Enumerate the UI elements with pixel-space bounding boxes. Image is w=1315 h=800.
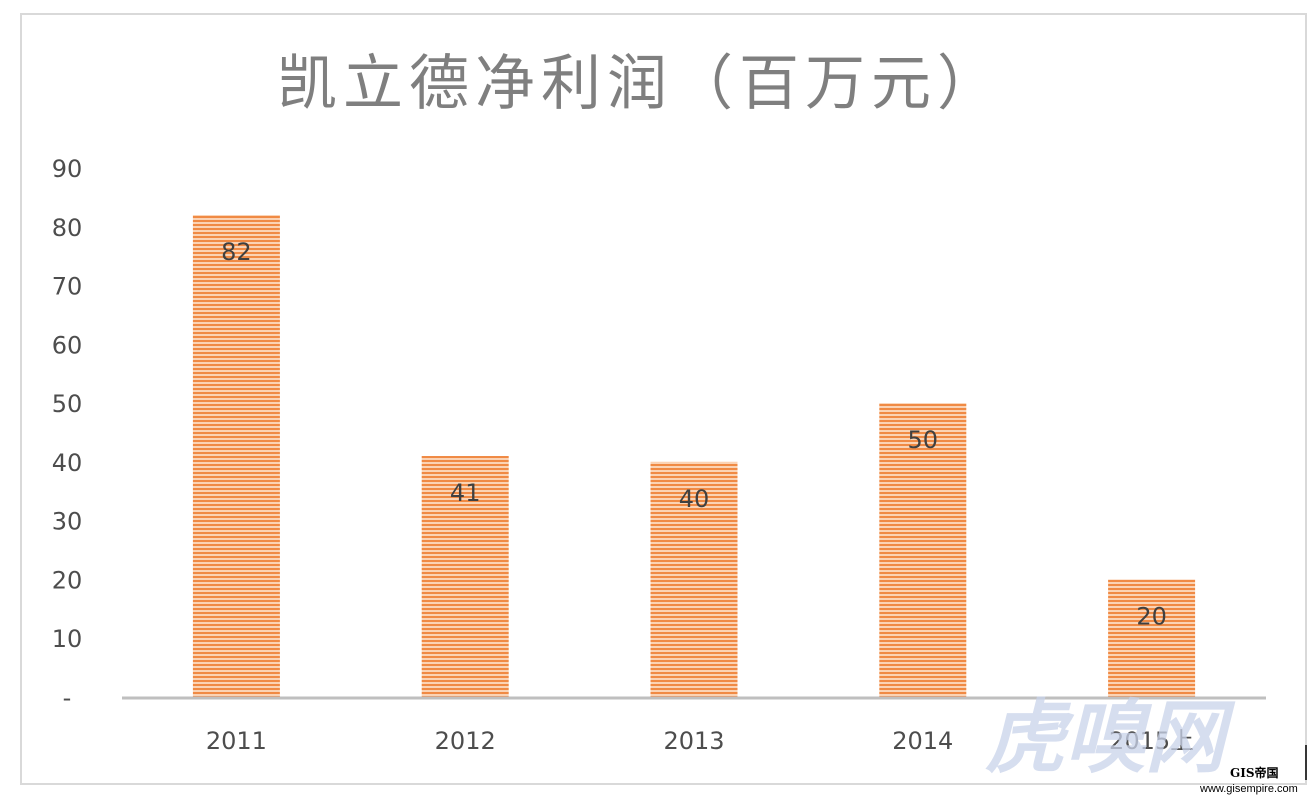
y-tick-label: - xyxy=(63,684,72,712)
bar-2015上 xyxy=(1108,579,1196,697)
y-tick-label: 80 xyxy=(52,214,83,242)
data-label: 20 xyxy=(1136,602,1167,630)
y-tick-label: 70 xyxy=(52,273,83,301)
gis-badge-text: GIS帝国 xyxy=(1230,765,1279,780)
bar-2014 xyxy=(879,403,967,697)
data-label: 82 xyxy=(221,238,252,266)
y-tick-label: 20 xyxy=(52,566,83,594)
x-tick-label: 2013 xyxy=(663,727,724,755)
data-label: 50 xyxy=(908,426,939,454)
x-axis: 2011 2012 2013 2014 2015上 xyxy=(122,696,1266,755)
watermark-logo: 虎嗅网 xyxy=(985,690,1236,784)
watermark-text: 虎嗅网 xyxy=(985,690,1236,784)
y-tick-label: 40 xyxy=(52,449,83,477)
y-tick-label: 90 xyxy=(52,155,83,183)
x-tick-label: 2014 xyxy=(892,727,953,755)
data-label: 40 xyxy=(679,485,710,513)
data-label: 41 xyxy=(450,479,481,507)
chart-title: 凯立德净利润（百万元） xyxy=(277,49,1003,119)
bar-2012 xyxy=(421,456,509,697)
y-tick-label: 60 xyxy=(52,331,83,359)
x-tick-label: 2012 xyxy=(435,727,496,755)
gis-url-text: www.gisempire.com xyxy=(1199,783,1298,795)
y-axis: - 10 20 30 40 50 60 70 80 90 xyxy=(52,155,83,712)
bar-2011 xyxy=(192,215,280,697)
gis-badge: GIS帝国 www.gisempire.com xyxy=(1199,745,1307,795)
y-tick-label: 30 xyxy=(52,508,83,536)
x-tick-label: 2015上 xyxy=(1109,727,1194,755)
bars: 82 41 40 50 20 xyxy=(192,215,1196,697)
y-tick-label: 50 xyxy=(52,390,83,418)
bar-2013 xyxy=(650,461,738,697)
x-tick-label: 2011 xyxy=(206,727,267,755)
y-tick-label: 10 xyxy=(52,625,83,653)
